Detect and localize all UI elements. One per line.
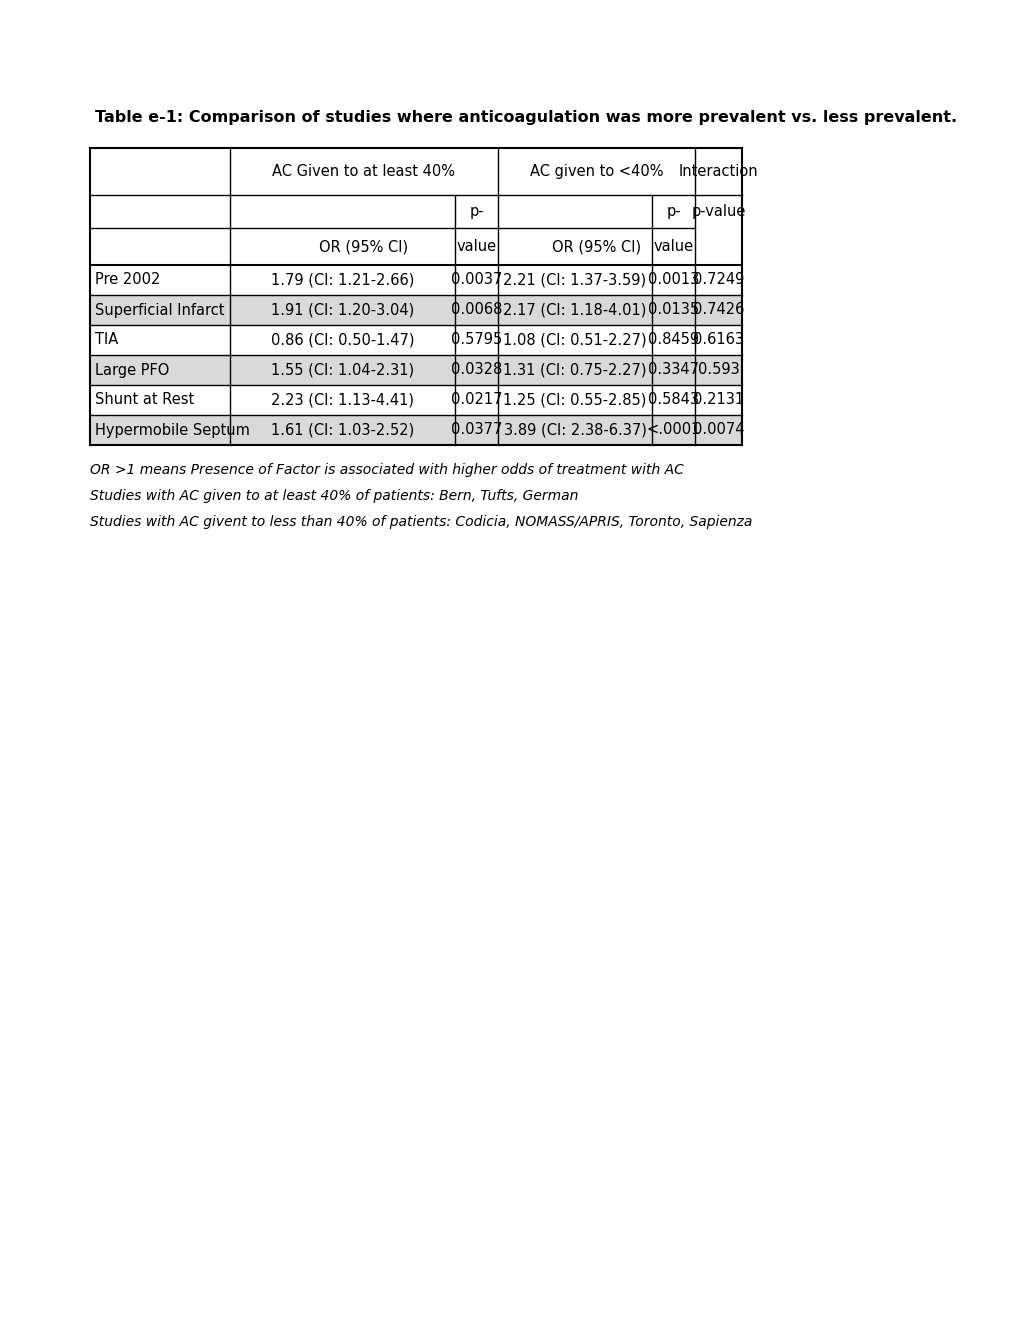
Text: 0.86 (CI: 0.50-1.47): 0.86 (CI: 0.50-1.47) — [270, 333, 414, 347]
Bar — [90, 294, 741, 325]
Text: 1.31 (CI: 0.75-2.27): 1.31 (CI: 0.75-2.27) — [502, 363, 646, 378]
Text: 0.5795: 0.5795 — [450, 333, 501, 347]
Text: AC Given to at least 40%: AC Given to at least 40% — [272, 164, 455, 180]
Text: 0.7426: 0.7426 — [692, 302, 744, 318]
Text: TIA: TIA — [95, 333, 118, 347]
Text: Table e-1: Comparison of studies where anticoagulation was more prevalent vs. le: Table e-1: Comparison of studies where a… — [95, 110, 956, 125]
Text: 0.0217: 0.0217 — [450, 392, 501, 408]
Text: 1.08 (CI: 0.51-2.27): 1.08 (CI: 0.51-2.27) — [502, 333, 646, 347]
Bar — [90, 355, 741, 385]
Text: value: value — [653, 239, 693, 253]
Text: Superficial Infarct: Superficial Infarct — [95, 302, 224, 318]
Text: Interaction: Interaction — [678, 164, 757, 180]
Text: OR (95% CI): OR (95% CI) — [319, 239, 409, 253]
Text: 0.5843: 0.5843 — [647, 392, 698, 408]
Text: 2.17 (CI: 1.18-4.01): 2.17 (CI: 1.18-4.01) — [502, 302, 646, 318]
Text: value: value — [455, 239, 496, 253]
Text: 0.593: 0.593 — [697, 363, 739, 378]
Text: Studies with AC given to at least 40% of patients: Bern, Tufts, German: Studies with AC given to at least 40% of… — [90, 488, 578, 503]
Bar — [90, 414, 741, 445]
Text: 0.0068: 0.0068 — [450, 302, 501, 318]
Text: 1.61 (CI: 1.03-2.52): 1.61 (CI: 1.03-2.52) — [271, 422, 414, 437]
Bar — [90, 265, 741, 294]
Text: 0.0013: 0.0013 — [647, 272, 698, 288]
Bar — [90, 385, 741, 414]
Text: 1.79 (CI: 1.21-2.66): 1.79 (CI: 1.21-2.66) — [271, 272, 414, 288]
Text: 0.6163: 0.6163 — [692, 333, 743, 347]
Text: OR (95% CI): OR (95% CI) — [551, 239, 640, 253]
Text: 0.0328: 0.0328 — [450, 363, 501, 378]
Text: 2.21 (CI: 1.37-3.59): 2.21 (CI: 1.37-3.59) — [503, 272, 646, 288]
Text: 0.8459: 0.8459 — [647, 333, 698, 347]
Text: 0.0377: 0.0377 — [450, 422, 501, 437]
Text: Studies with AC givent to less than 40% of patients: Codicia, NOMASS/APRIS, Toro: Studies with AC givent to less than 40% … — [90, 515, 752, 529]
Text: p-value: p-value — [691, 205, 745, 219]
Text: Shunt at Rest: Shunt at Rest — [95, 392, 194, 408]
Bar — [90, 148, 741, 265]
Text: 0.0135: 0.0135 — [647, 302, 698, 318]
Text: AC given to <40%: AC given to <40% — [529, 164, 662, 180]
Text: OR >1 means Presence of Factor is associated with higher odds of treatment with : OR >1 means Presence of Factor is associ… — [90, 463, 683, 477]
Text: p-: p- — [469, 205, 483, 219]
Text: 0.3347: 0.3347 — [647, 363, 698, 378]
Text: 0.7249: 0.7249 — [692, 272, 744, 288]
Bar — [90, 325, 741, 355]
Text: Hypermobile Septum: Hypermobile Septum — [95, 422, 250, 437]
Text: 0.2131: 0.2131 — [692, 392, 743, 408]
Text: 1.55 (CI: 1.04-2.31): 1.55 (CI: 1.04-2.31) — [271, 363, 414, 378]
Text: Large PFO: Large PFO — [95, 363, 169, 378]
Text: p-: p- — [665, 205, 680, 219]
Text: 0.0074: 0.0074 — [692, 422, 744, 437]
Text: Pre 2002: Pre 2002 — [95, 272, 160, 288]
Text: 0.0037: 0.0037 — [450, 272, 501, 288]
Text: 3.89 (CI: 2.38-6.37): 3.89 (CI: 2.38-6.37) — [503, 422, 646, 437]
Text: 1.25 (CI: 0.55-2.85): 1.25 (CI: 0.55-2.85) — [502, 392, 646, 408]
Text: 2.23 (CI: 1.13-4.41): 2.23 (CI: 1.13-4.41) — [271, 392, 414, 408]
Text: 1.91 (CI: 1.20-3.04): 1.91 (CI: 1.20-3.04) — [271, 302, 414, 318]
Text: <.0001: <.0001 — [646, 422, 700, 437]
